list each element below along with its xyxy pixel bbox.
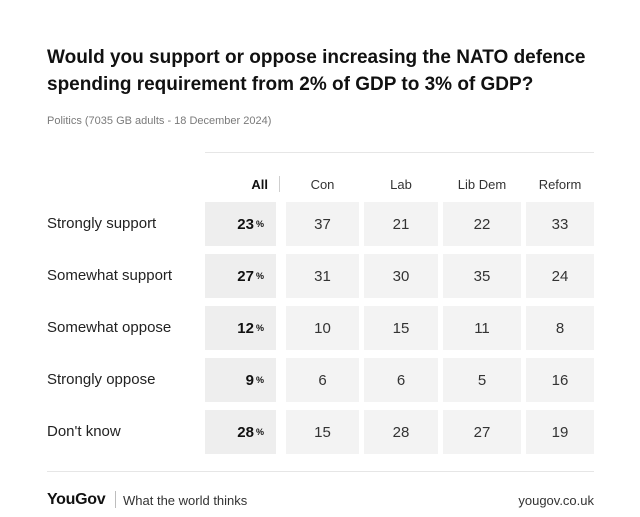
cell-lab: 28	[364, 410, 438, 454]
column-header-all: All	[251, 177, 268, 192]
cell-all: 23%	[205, 202, 276, 246]
cell-all: 28%	[205, 410, 276, 454]
cell-all-value: 27	[237, 267, 254, 285]
cell-all-value: 9	[245, 371, 254, 389]
top-divider	[205, 152, 594, 153]
cell-con: 10	[286, 306, 359, 350]
column-header-lab: Lab	[390, 177, 412, 192]
column-header-reform: Reform	[538, 177, 582, 192]
cell-lab: 6	[364, 358, 438, 402]
cell-all: 27%	[205, 254, 276, 298]
row-label: Strongly oppose	[47, 371, 156, 388]
cell-reform: 33	[526, 202, 594, 246]
row-label: Somewhat oppose	[47, 319, 172, 336]
cell-con: 15	[286, 410, 359, 454]
cell-lab: 15	[364, 306, 438, 350]
column-header-con: Con	[310, 177, 335, 192]
footer-tagline: What the world thinks	[123, 493, 248, 508]
column-header-lib-dem: Lib Dem	[457, 177, 507, 192]
cell-all: 12%	[205, 306, 276, 350]
percent-sign: %	[255, 427, 264, 437]
percent-sign: %	[255, 271, 264, 281]
row-label: Strongly support	[47, 215, 157, 232]
cell-con: 37	[286, 202, 359, 246]
cell-reform: 16	[526, 358, 594, 402]
cell-reform: 8	[526, 306, 594, 350]
footer-site-link[interactable]: yougov.co.uk	[518, 493, 594, 508]
cell-lib-dem: 11	[443, 306, 521, 350]
cell-con: 31	[286, 254, 359, 298]
cell-lib-dem: 22	[443, 202, 521, 246]
cell-all-value: 12	[237, 319, 254, 337]
footer-divider	[47, 471, 594, 472]
percent-sign: %	[255, 375, 264, 385]
cell-lib-dem: 5	[443, 358, 521, 402]
cell-all-value: 23	[237, 215, 254, 233]
percent-sign: %	[255, 323, 264, 333]
cell-reform: 19	[526, 410, 594, 454]
cell-all: 9%	[205, 358, 276, 402]
cell-all-value: 28	[237, 423, 254, 441]
chart-title: Would you support or oppose increasing t…	[47, 47, 586, 95]
cell-reform: 24	[526, 254, 594, 298]
cell-con: 6	[286, 358, 359, 402]
cell-lib-dem: 35	[443, 254, 521, 298]
cell-lab: 30	[364, 254, 438, 298]
cell-lib-dem: 27	[443, 410, 521, 454]
row-label: Don't know	[47, 423, 121, 440]
chart-subtitle: Politics (7035 GB adults - 18 December 2…	[47, 115, 272, 127]
percent-sign: %	[255, 219, 264, 229]
row-label: Somewhat support	[47, 267, 173, 284]
footer-separator	[115, 491, 116, 508]
yougov-logo: YouGov	[47, 491, 106, 508]
all-column-divider	[279, 176, 280, 192]
cell-lab: 21	[364, 202, 438, 246]
